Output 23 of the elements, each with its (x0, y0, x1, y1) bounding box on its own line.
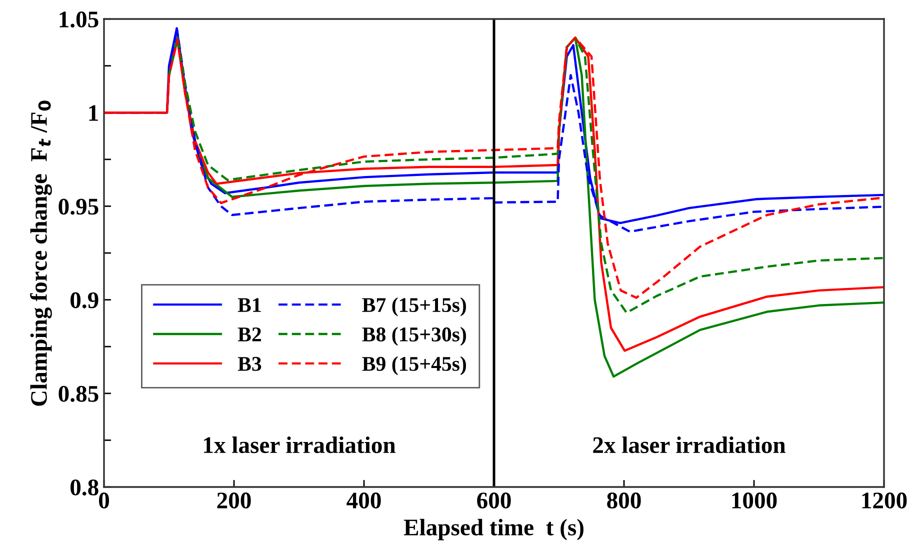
x-tick-label: 200 (217, 492, 251, 508)
legend-label: B3 (238, 356, 262, 371)
annotation: 1x laser irradiation (204, 436, 396, 454)
y-tick-label: 0.95 (58, 198, 98, 215)
x-tick-label: 1200 (862, 492, 907, 508)
x-tick-label: 800 (607, 492, 641, 508)
x-tick-label: 600 (477, 492, 511, 508)
x-tick-label: 400 (346, 492, 381, 508)
x-axis-title: Elapsed time t (s) (404, 518, 584, 540)
x-tick-label: 0 (98, 492, 110, 508)
annotation: 2x laser irradiation (593, 436, 786, 454)
y-tick-label: 0.9 (70, 292, 98, 308)
legend-label: B7 (15+15s) (362, 297, 466, 316)
legend-label: B8 (15+30s) (362, 326, 466, 346)
legend-label: B9 (15+45s) (362, 356, 466, 376)
legend-label: B1 (238, 298, 261, 312)
legend-label: B2 (238, 327, 261, 342)
y-tick-label: 0.85 (58, 386, 98, 402)
y-tick-label: 1 (89, 105, 98, 121)
y-tick-label: 0.8 (70, 479, 98, 496)
y-tick-label: 1.05 (60, 11, 98, 28)
y-axis-title: Clamping force change F$_{t}$ /F$_{0}$ (30, 100, 52, 406)
x-tick-label: 1000 (732, 492, 777, 508)
